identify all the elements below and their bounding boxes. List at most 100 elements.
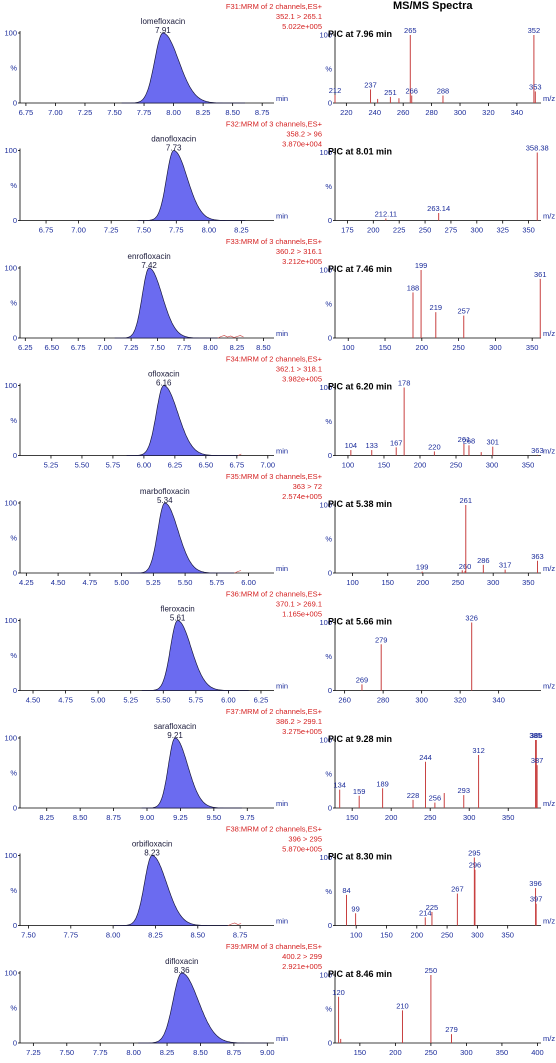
x-tick-label: 7.75 xyxy=(63,931,78,940)
x-tick-label: 8.75 xyxy=(227,1048,242,1057)
spectrum-peak-label: 385 xyxy=(529,731,542,740)
y-tick-label: 0 xyxy=(328,451,332,460)
y-tick-label: % xyxy=(10,1004,17,1013)
x-tick-label: 9.00 xyxy=(140,813,155,822)
y-tick-label: 100 xyxy=(319,266,332,275)
danofloxacin-spectrum: 100% 0 175 200 225 250 275 300 325 350 m/z PIC at 8… xyxy=(319,144,555,235)
x-tick-label: 5.25 xyxy=(123,696,138,705)
y-tick-label: % xyxy=(325,770,332,779)
x-tick-label: 8.50 xyxy=(256,343,271,352)
spectrum-peak-label: 288 xyxy=(437,87,450,96)
x-tick-label: 4.50 xyxy=(51,578,66,587)
x-tick-label: 175 xyxy=(341,226,354,235)
x-axis-label: m/z xyxy=(543,329,555,338)
x-tick-label: 6.00 xyxy=(221,696,236,705)
lomefloxacin-spectrum: 100% 0 220 240 260 280 300 320 340 m/z PIC at 7.96… xyxy=(319,26,555,117)
spectrum-peak-label: 361 xyxy=(534,270,547,279)
channel-info-line3: 3.870e+004 xyxy=(282,140,322,149)
x-axis-label: m/z xyxy=(543,212,555,221)
y-tick-label: % xyxy=(325,887,332,896)
y-tick-label: % xyxy=(325,65,332,74)
peak-area xyxy=(126,385,239,456)
y-tick-label: 0 xyxy=(13,569,17,578)
peak-compound-label: lomefloxacin xyxy=(141,17,185,26)
x-tick-label: 200 xyxy=(411,931,424,940)
x-tick-label: 7.50 xyxy=(136,226,151,235)
peak-area xyxy=(121,32,245,104)
spectrum-title: PIC at 8.46 min xyxy=(328,969,392,979)
peak-area xyxy=(129,502,234,574)
x-tick-label: 8.50 xyxy=(193,1048,208,1057)
difloxacin-spectrum: 100% 0 150 200 250 300 350 400 m/z PIC at 8.46 mi… xyxy=(319,966,555,1057)
spectrum-title: PIC at 9.28 min xyxy=(328,734,392,744)
peak-area xyxy=(141,737,242,809)
x-tick-label: 275 xyxy=(445,226,458,235)
x-tick-label: 6.25 xyxy=(168,461,183,470)
channel-info-line1: F38:MRM of 2 channels,ES+ xyxy=(226,825,323,834)
x-tick-label: 7.25 xyxy=(26,1048,41,1057)
spectrum-peak-label: 189 xyxy=(376,779,389,788)
y-tick-label: 0 xyxy=(328,99,332,108)
y-tick-label: 100 xyxy=(319,501,332,510)
peak-compound-label: difloxacin xyxy=(165,957,198,966)
peak-rt-label: 7.91 xyxy=(155,26,171,35)
x-tick-label: 250 xyxy=(452,343,465,352)
x-tick-label: 8.50 xyxy=(190,931,205,940)
spectrum-peak-label: 261 xyxy=(458,435,471,444)
x-tick-label: 9.75 xyxy=(240,813,255,822)
x-tick-label: 300 xyxy=(471,931,484,940)
x-tick-label: 340 xyxy=(511,108,524,117)
x-tick-label: 4.75 xyxy=(83,578,98,587)
baseline-noise xyxy=(217,335,244,339)
x-tick-label: 7.75 xyxy=(93,1048,108,1057)
spectrum-peak-label: 214 xyxy=(419,908,432,917)
peak-area xyxy=(137,150,246,221)
danofloxacin-chromatogram: 100% 0 6.75 7.00 7.25 7.50 7.75 8.00 8.25 min F32:… xyxy=(4,120,322,235)
x-tick-label: 350 xyxy=(522,226,535,235)
y-tick-label: % xyxy=(325,535,332,544)
x-tick-label: 9.25 xyxy=(173,813,188,822)
spectrum-peak-label: 257 xyxy=(457,307,470,316)
spectrum-peak-label: 358.38 xyxy=(526,144,549,153)
peak-compound-label: enrofloxacin xyxy=(128,252,171,261)
spectrum-title: PIC at 8.30 min xyxy=(328,852,392,862)
peak-compound-label: marbofloxacin xyxy=(140,487,190,496)
y-tick-label: 0 xyxy=(328,686,332,695)
x-axis-label: min xyxy=(276,1034,288,1043)
y-tick-label: 100 xyxy=(4,146,17,155)
channel-info-line2: 363 > 72 xyxy=(293,482,322,491)
x-tick-label: 100 xyxy=(342,461,355,470)
spectrum-peak-label: 188 xyxy=(407,283,420,292)
x-tick-label: 4.50 xyxy=(26,696,41,705)
spectrum-peak-label: 244 xyxy=(419,753,432,762)
spectrum-peak-label: 353 xyxy=(529,82,542,91)
peak-rt-label: 5.61 xyxy=(170,614,186,623)
orbifloxacin-chromatogram: 100% 0 7.50 7.75 8.00 8.25 8.50 8.75 min F38:MRM … xyxy=(4,825,322,940)
y-tick-label: % xyxy=(325,182,332,191)
y-tick-label: 100 xyxy=(4,499,17,508)
x-tick-label: 300 xyxy=(489,343,502,352)
x-tick-label: 8.25 xyxy=(160,1048,175,1057)
channel-info-line1: F32:MRM of 3 channels,ES+ xyxy=(226,120,323,129)
x-tick-label: 8.00 xyxy=(202,226,217,235)
y-tick-label: % xyxy=(10,886,17,895)
peak-area xyxy=(114,855,228,926)
peak-rt-label: 8.36 xyxy=(174,966,190,975)
x-tick-label: 6.25 xyxy=(18,343,33,352)
spectrum-title: PIC at 5.66 min xyxy=(328,617,392,627)
x-tick-label: 5.50 xyxy=(75,461,90,470)
x-tick-label: 350 xyxy=(502,813,515,822)
x-axis-label: min xyxy=(276,564,288,573)
spectrum-peak-label: 317 xyxy=(499,561,512,570)
spectrum-peak-label: 167 xyxy=(390,438,403,447)
baseline-noise xyxy=(237,453,242,456)
x-tick-label: 8.00 xyxy=(203,343,218,352)
y-tick-label: 100 xyxy=(4,29,17,38)
spectrum-peak-label: 178 xyxy=(398,379,411,388)
y-tick-label: 100 xyxy=(4,616,17,625)
spectrum-peak-label: 134 xyxy=(333,781,346,790)
x-tick-label: 8.25 xyxy=(234,226,249,235)
orbifloxacin-spectrum: 100% 0 100 150 200 250 300 350 m/z PIC at 8.30 mi… xyxy=(319,849,555,940)
x-tick-label: 260 xyxy=(338,696,351,705)
x-tick-label: 300 xyxy=(487,578,500,587)
